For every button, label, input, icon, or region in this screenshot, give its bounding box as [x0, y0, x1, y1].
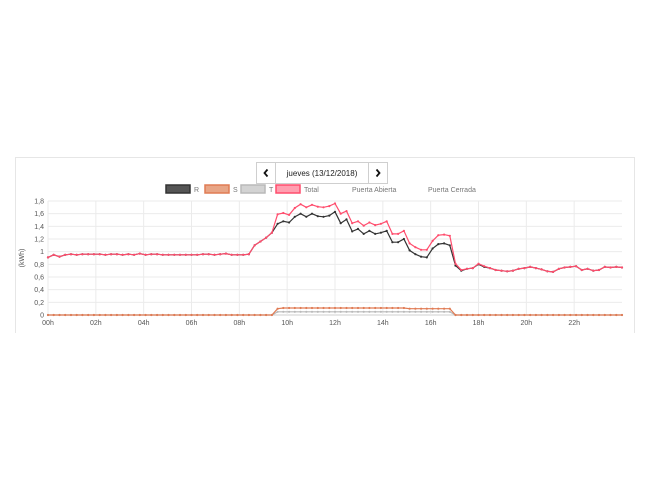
date-navigator: jueves (13/12/2018) — [256, 162, 388, 184]
prev-day-button[interactable] — [256, 162, 276, 184]
next-day-button[interactable] — [368, 162, 388, 184]
chart-panel — [15, 157, 635, 333]
current-date-label: jueves (13/12/2018) — [276, 162, 368, 184]
chevron-left-icon — [263, 168, 269, 178]
chevron-right-icon — [375, 168, 381, 178]
